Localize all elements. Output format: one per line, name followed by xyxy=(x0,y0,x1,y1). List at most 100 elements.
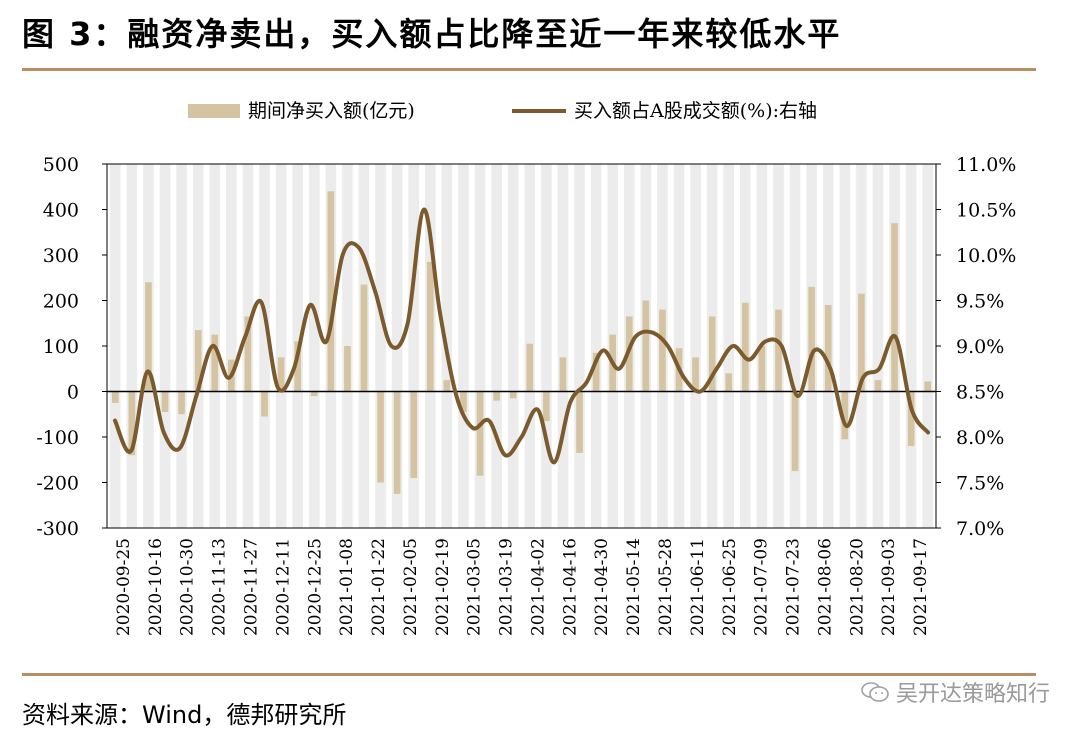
bottom-rule xyxy=(22,673,1036,676)
bar xyxy=(360,284,368,392)
y-left-tick-label: 300 xyxy=(43,245,79,267)
x-tick-label: 2021-07-09 xyxy=(752,538,772,636)
bar xyxy=(824,305,832,392)
bar xyxy=(808,286,815,392)
figure-title: 图 3：融资净卖出，买入额占比降至近一年来较低水平 xyxy=(22,15,842,53)
y-left-tick-label: 100 xyxy=(43,336,79,358)
bar xyxy=(161,391,169,412)
x-tick-label: 2021-02-05 xyxy=(401,538,421,636)
x-tick-label: 2021-04-30 xyxy=(592,538,612,636)
grid-stripe xyxy=(375,164,386,528)
bar xyxy=(543,391,550,422)
grid-stripe xyxy=(574,164,585,528)
x-tick-label: 2021-01-08 xyxy=(337,538,357,636)
x-tick-label: 2020-11-27 xyxy=(241,538,261,636)
bar xyxy=(858,293,865,392)
grid-stripe xyxy=(275,164,287,528)
grid-stripe xyxy=(458,164,469,528)
bar xyxy=(145,282,152,392)
x-tick-label: 2021-05-28 xyxy=(656,538,676,636)
bar xyxy=(924,381,932,392)
watermark-text: 吴开达策略知行 xyxy=(895,682,1050,707)
x-tick-label: 2021-05-14 xyxy=(624,538,644,636)
grid-stripe xyxy=(789,164,801,528)
grid-stripe xyxy=(872,164,884,528)
grid-stripe xyxy=(226,164,237,528)
x-tick-label: 2021-07-23 xyxy=(784,538,804,636)
grid-stripe xyxy=(673,164,685,528)
x-tick-label: 2021-04-16 xyxy=(560,538,580,636)
bar xyxy=(211,334,219,392)
bar xyxy=(725,373,733,392)
bar xyxy=(327,191,335,392)
grid-stripe xyxy=(126,164,138,528)
bar xyxy=(244,316,252,392)
grid-stripe xyxy=(474,164,486,528)
chart: 期间净买入额(亿元) 买入额占A股成交额(%):右轴 500 400 300 200 1… xyxy=(36,100,1016,636)
x-tick-label: 2020-12-25 xyxy=(305,538,325,636)
x-tick-label: 2021-08-20 xyxy=(847,538,867,636)
x-tick-label: 2020-12-11 xyxy=(273,538,293,636)
x-tick-label: 2021-09-03 xyxy=(879,538,899,636)
bar xyxy=(841,391,849,440)
bar xyxy=(907,391,915,447)
bar xyxy=(775,309,782,392)
y-left-tick-label: -100 xyxy=(36,427,79,449)
y-right-tick-label: 11.0% xyxy=(956,154,1016,176)
grid-stripe xyxy=(557,164,569,528)
series-line xyxy=(113,207,930,465)
x-tick-label: 2020-09-25 xyxy=(114,538,134,636)
bar xyxy=(310,391,318,397)
grid-stripe xyxy=(922,164,934,528)
y-right-tick-label: 9.5% xyxy=(956,291,1004,313)
bar xyxy=(576,391,583,453)
y-left-tick-label: -300 xyxy=(36,518,79,540)
grid-stripe xyxy=(723,164,735,528)
x-tick-label: 2021-08-06 xyxy=(815,538,835,636)
y-left-tick-label: 400 xyxy=(43,200,79,222)
y-left-tick-label: 0 xyxy=(67,382,79,404)
source-note: 资料来源：Wind，德邦研究所 xyxy=(22,701,347,729)
x-tick-label: 2021-09-17 xyxy=(911,538,931,636)
bar xyxy=(476,391,484,476)
y-right-tick-label: 10.0% xyxy=(956,245,1016,267)
bar xyxy=(559,357,567,392)
plot-area: 500 400 300 200 100 0 -100 -200 -300 11.0% 10.5% 10… xyxy=(36,154,1016,636)
x-tick-label: 2021-06-11 xyxy=(688,538,708,636)
legend-bar-label: 期间净买入额(亿元) xyxy=(248,100,415,122)
grid-stripe xyxy=(259,164,270,528)
grid-stripe xyxy=(905,164,917,528)
grid-stripe xyxy=(408,164,420,528)
chart-legend: 期间净买入额(亿元) 买入额占A股成交额(%):右轴 xyxy=(188,100,817,122)
grid-stripe xyxy=(491,164,502,528)
bar xyxy=(791,391,799,472)
bar xyxy=(393,391,401,494)
bar xyxy=(526,343,534,392)
bar xyxy=(493,391,500,401)
bar xyxy=(742,302,749,392)
x-tick-label: 2021-03-05 xyxy=(465,538,485,636)
y-right-tick-label: 10.5% xyxy=(956,200,1016,222)
bar xyxy=(642,300,650,392)
bar xyxy=(443,380,451,392)
bar xyxy=(708,316,716,392)
grid-stripe xyxy=(308,164,320,528)
y-left-tick-label: 200 xyxy=(43,291,79,313)
top-rule xyxy=(22,68,1036,71)
bar xyxy=(509,391,517,399)
bar xyxy=(592,352,600,392)
grid-stripe xyxy=(159,164,171,528)
bar xyxy=(128,391,136,456)
grid-stripe xyxy=(176,164,187,528)
y-right-tick-label: 7.5% xyxy=(956,473,1004,495)
grid-stripe xyxy=(839,164,851,528)
x-tick-label: 2020-10-16 xyxy=(146,538,166,636)
x-tick-label: 2021-06-25 xyxy=(720,538,740,636)
bar xyxy=(410,391,418,478)
bar xyxy=(277,357,285,392)
wechat-icon xyxy=(861,682,889,702)
bar xyxy=(426,261,434,392)
x-tick-label: 2021-02-19 xyxy=(433,538,453,636)
grid-stripe xyxy=(690,164,701,528)
bar xyxy=(874,380,882,392)
